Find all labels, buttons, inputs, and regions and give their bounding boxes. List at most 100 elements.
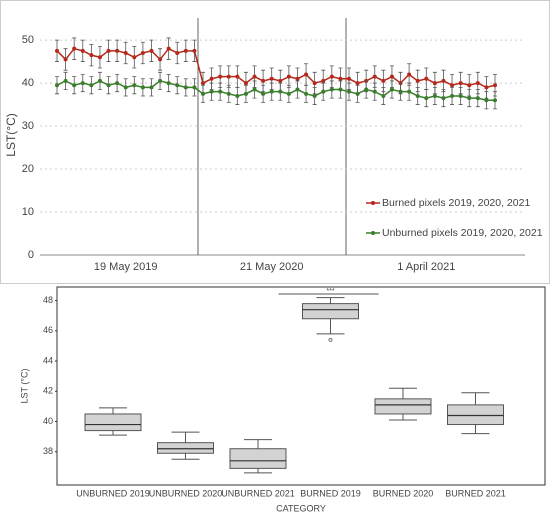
y-tick-label: 0 [28,249,34,261]
point [218,89,223,94]
point [106,83,111,88]
point [209,76,214,81]
point [467,96,472,101]
point [80,48,85,53]
point [415,93,420,98]
x-tick-label: BURNED 2020 [373,488,434,498]
y-tick-label: 48 [43,295,53,305]
point [252,74,257,79]
y-tick-label: 50 [22,34,34,46]
point [372,89,377,94]
point [269,76,274,81]
point [312,93,317,98]
y-tick-label: 40 [43,416,53,426]
point [432,81,437,86]
point [286,74,291,79]
point [475,96,480,101]
point [484,98,489,103]
point [398,89,403,94]
point [106,48,111,53]
box [157,442,214,454]
point [201,91,205,96]
point [261,78,266,83]
point [441,96,446,101]
x-tick-label: BURNED 2021 [445,488,506,498]
point [226,74,231,79]
x-tick-label: UNBURNED 2020 [149,488,223,498]
legend-label: Burned pixels 2019, 2020, 2021 [382,197,530,209]
point [80,81,85,86]
point [63,57,68,62]
point [475,81,480,86]
point [158,78,163,83]
point [72,83,77,88]
point [329,74,334,79]
point [140,85,145,90]
point [209,89,214,94]
point [321,89,326,94]
y-axis-label: LST(°C) [4,113,18,156]
point [269,89,274,94]
point [381,93,386,98]
point [424,96,429,101]
point [89,53,94,58]
point [166,81,171,86]
point [149,48,154,53]
point [304,72,309,77]
point [132,55,137,60]
box [374,398,432,415]
point [355,81,360,86]
point [450,93,455,98]
point [389,87,394,92]
point [493,98,497,103]
box [447,404,504,426]
point [158,57,163,62]
point [372,74,377,79]
point [115,48,120,53]
point [381,78,386,83]
x-tick-label: 21 May 2020 [240,261,304,273]
point [235,74,240,79]
point [338,87,343,92]
point [123,85,128,90]
legend-swatch [371,201,375,205]
point [183,48,188,53]
point [192,85,197,90]
point [295,87,300,92]
point [175,50,180,55]
legend-swatch [371,231,375,235]
point [115,81,120,86]
box [84,413,142,432]
x-tick-label: UNBURNED 2021 [221,488,295,498]
point [123,50,128,55]
point [407,89,412,94]
point [55,83,59,88]
y-tick-label: 10 [22,206,34,218]
x-tick-label: UNBURNED 2019 [76,488,150,498]
point [243,91,248,96]
point [175,83,180,88]
point [424,76,429,81]
point [286,91,291,96]
y-tick-label: 44 [43,355,53,365]
point [458,93,463,98]
point [329,87,334,92]
point [278,78,283,83]
point [355,91,360,96]
point [166,46,171,51]
point [364,87,369,92]
point [493,83,497,88]
y-tick-label: 30 [22,120,34,132]
series-line [56,47,496,89]
point [278,89,283,94]
point [97,78,102,83]
point [415,78,420,83]
point [132,83,137,88]
point [63,78,68,83]
point [243,81,248,86]
y-tick-label: 46 [43,325,53,335]
point [192,48,197,53]
point [458,81,463,86]
x-tick-label: 19 May 2019 [94,261,158,273]
point [450,83,455,88]
